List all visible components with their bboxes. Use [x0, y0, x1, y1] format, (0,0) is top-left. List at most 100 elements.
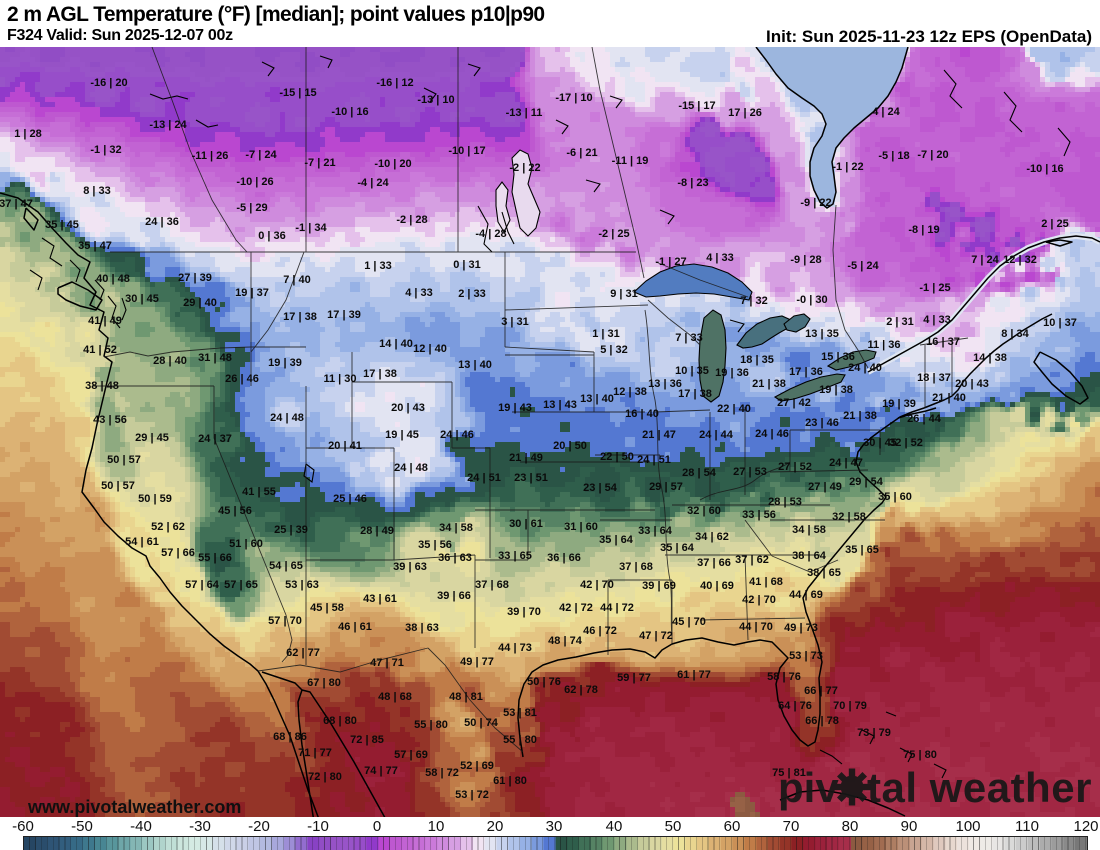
svg-text:14 | 38: 14 | 38 [973, 352, 1007, 364]
svg-text:-9 | 28: -9 | 28 [790, 254, 821, 266]
svg-text:53 | 81: 53 | 81 [503, 707, 537, 719]
svg-text:40 | 48: 40 | 48 [96, 273, 130, 285]
svg-text:28 | 40: 28 | 40 [153, 355, 187, 367]
svg-text:64 | 76: 64 | 76 [778, 700, 812, 712]
svg-text:14 | 40: 14 | 40 [379, 338, 413, 350]
svg-text:-8 | 19: -8 | 19 [908, 224, 939, 236]
svg-text:15 | 36: 15 | 36 [821, 351, 855, 363]
svg-text:19 | 39: 19 | 39 [882, 398, 916, 410]
svg-text:75 | 80: 75 | 80 [903, 749, 937, 761]
svg-text:1 | 31: 1 | 31 [592, 328, 620, 340]
svg-text:50 | 74: 50 | 74 [464, 717, 499, 729]
svg-text:-1 | 27: -1 | 27 [655, 256, 686, 268]
svg-text:17 | 38: 17 | 38 [283, 311, 317, 323]
svg-text:22 | 40: 22 | 40 [717, 403, 751, 415]
svg-text:55 | 80: 55 | 80 [503, 734, 537, 746]
svg-text:29 | 45: 29 | 45 [135, 432, 169, 444]
svg-text:7 | 40: 7 | 40 [283, 274, 311, 286]
svg-text:36 | 66: 36 | 66 [547, 552, 581, 564]
svg-text:52 | 69: 52 | 69 [460, 760, 494, 772]
svg-text:67 | 80: 67 | 80 [307, 677, 341, 689]
svg-text:45 | 56: 45 | 56 [218, 505, 252, 517]
svg-text:66 | 77: 66 | 77 [804, 685, 838, 697]
svg-text:57 | 69: 57 | 69 [394, 749, 428, 761]
svg-text:26 | 44: 26 | 44 [907, 413, 942, 425]
svg-text:17 | 38: 17 | 38 [678, 388, 712, 400]
svg-text:72 | 80: 72 | 80 [308, 771, 342, 783]
svg-text:62 | 77: 62 | 77 [286, 647, 320, 659]
svg-text:54 | 65: 54 | 65 [269, 560, 303, 572]
svg-text:39 | 70: 39 | 70 [507, 606, 541, 618]
svg-text:26 | 46: 26 | 46 [225, 373, 259, 385]
svg-text:24 | 36: 24 | 36 [145, 216, 179, 228]
svg-text:32 | 52: 32 | 52 [889, 437, 923, 449]
svg-text:19 | 37: 19 | 37 [235, 287, 269, 299]
svg-text:17 | 39: 17 | 39 [327, 309, 361, 321]
svg-text:42 | 70: 42 | 70 [580, 579, 614, 591]
svg-text:40 | 69: 40 | 69 [700, 580, 734, 592]
svg-text:2 | 31: 2 | 31 [886, 316, 914, 328]
svg-text:49 | 73: 49 | 73 [784, 622, 818, 634]
svg-text:-6 | 21: -6 | 21 [566, 147, 597, 159]
svg-text:20 | 41: 20 | 41 [328, 440, 362, 452]
svg-text:piv: piv [778, 764, 839, 811]
svg-text:-5 | 29: -5 | 29 [236, 202, 267, 214]
svg-text:3 | 31: 3 | 31 [501, 316, 529, 328]
svg-text:68 | 86: 68 | 86 [273, 731, 307, 743]
svg-text:43 | 56: 43 | 56 [93, 414, 127, 426]
svg-text:0 | 36: 0 | 36 [258, 230, 286, 242]
svg-text:37 | 66: 37 | 66 [697, 557, 731, 569]
svg-text:7 | 32: 7 | 32 [740, 295, 768, 307]
svg-text:19 | 43: 19 | 43 [498, 402, 532, 414]
svg-text:37 | 68: 37 | 68 [619, 561, 653, 573]
svg-text:58 | 72: 58 | 72 [425, 767, 459, 779]
svg-text:36 | 63: 36 | 63 [438, 552, 472, 564]
svg-text:33 | 64: 33 | 64 [638, 525, 673, 537]
svg-text:50 | 57: 50 | 57 [107, 454, 141, 466]
svg-text:37 | 47: 37 | 47 [0, 198, 33, 210]
svg-text:50 | 76: 50 | 76 [527, 676, 561, 688]
svg-text:38 | 64: 38 | 64 [792, 550, 827, 562]
svg-text:24 | 48: 24 | 48 [394, 462, 428, 474]
svg-text:72 | 85: 72 | 85 [350, 734, 384, 746]
svg-text:54 | 61: 54 | 61 [125, 536, 159, 548]
svg-text:33 | 56: 33 | 56 [742, 509, 776, 521]
svg-text:58 | 76: 58 | 76 [767, 671, 801, 683]
svg-text:12 | 32: 12 | 32 [1003, 254, 1037, 266]
svg-text:47 | 71: 47 | 71 [370, 657, 404, 669]
svg-text:59 | 77: 59 | 77 [617, 672, 651, 684]
svg-text:42 | 72: 42 | 72 [559, 602, 593, 614]
svg-text:34 | 58: 34 | 58 [439, 522, 473, 534]
svg-text:-2 | 28: -2 | 28 [396, 214, 427, 226]
svg-text:27 | 53: 27 | 53 [733, 466, 767, 478]
svg-text:2 | 25: 2 | 25 [1041, 218, 1069, 230]
svg-text:38 | 63: 38 | 63 [405, 622, 439, 634]
svg-text:24 | 40: 24 | 40 [848, 362, 882, 374]
svg-text:28 | 54: 28 | 54 [682, 467, 717, 479]
svg-text:4 | 33: 4 | 33 [706, 252, 734, 264]
svg-text:53 | 63: 53 | 63 [285, 579, 319, 591]
svg-text:30 | 45: 30 | 45 [125, 293, 159, 305]
svg-text:38 | 65: 38 | 65 [807, 567, 841, 579]
svg-text:21 | 40: 21 | 40 [932, 392, 966, 404]
svg-text:20 | 43: 20 | 43 [955, 378, 989, 390]
svg-text:2 | 33: 2 | 33 [458, 288, 486, 300]
svg-text:7 | 24: 7 | 24 [971, 254, 999, 266]
svg-text:24 | 51: 24 | 51 [467, 472, 501, 484]
svg-text:50 | 57: 50 | 57 [101, 480, 135, 492]
svg-text:13 | 36: 13 | 36 [648, 378, 682, 390]
svg-text:50 | 59: 50 | 59 [138, 493, 172, 505]
svg-text:43 | 61: 43 | 61 [363, 593, 397, 605]
svg-text:-13 | 11: -13 | 11 [506, 107, 543, 119]
svg-text:-1 | 34: -1 | 34 [295, 222, 327, 234]
svg-text:-5 | 24: -5 | 24 [847, 260, 879, 272]
svg-text:27 | 42: 27 | 42 [777, 397, 811, 409]
svg-text:11 | 36: 11 | 36 [867, 339, 900, 351]
svg-text:12 | 38: 12 | 38 [613, 386, 647, 398]
svg-text:27 | 49: 27 | 49 [808, 481, 842, 493]
svg-text:4 | 33: 4 | 33 [405, 287, 433, 299]
svg-text:55 | 66: 55 | 66 [198, 552, 232, 564]
svg-text:70 | 79: 70 | 79 [833, 700, 867, 712]
svg-text:45 | 58: 45 | 58 [310, 602, 344, 614]
svg-text:-7 | 20: -7 | 20 [917, 149, 948, 161]
